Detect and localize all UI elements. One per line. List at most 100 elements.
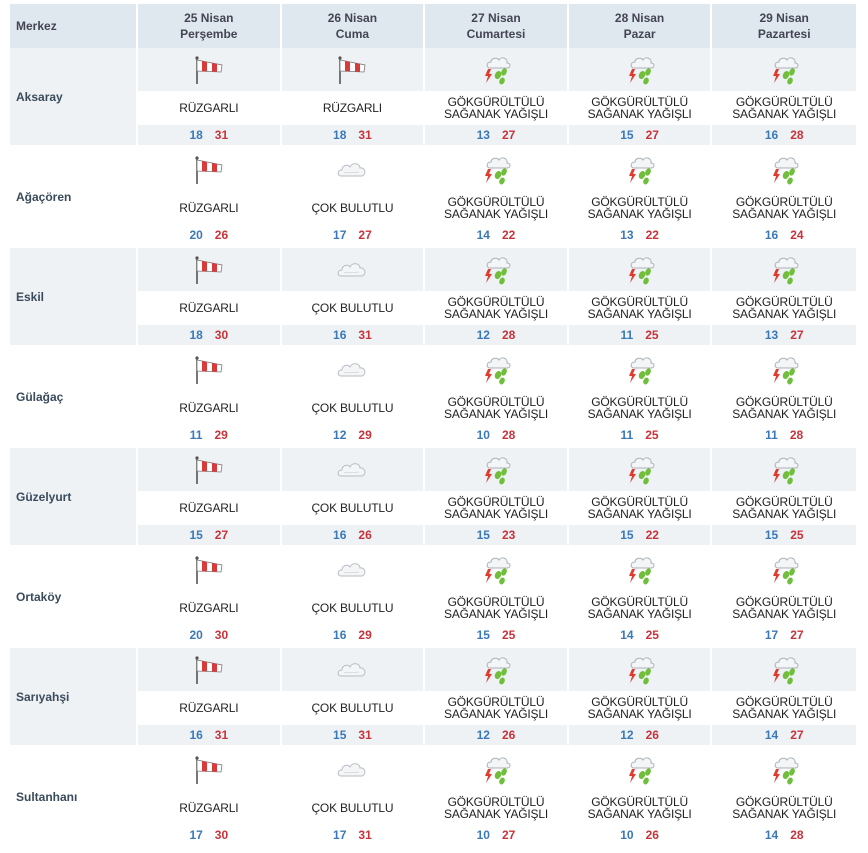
cloud-icon	[338, 462, 366, 476]
condition-line1: GÖKGÜRÜLTÜLÜ	[447, 695, 545, 709]
temp-low: 16	[333, 628, 347, 642]
condition-line1: GÖKGÜRÜLTÜLÜ	[447, 395, 545, 409]
condition-label: RÜZGARLI	[138, 191, 282, 225]
condition-line2: SAĞANAK YAĞIŞLI	[444, 407, 548, 421]
weather-icon-cell	[568, 548, 713, 591]
condition-label: ÇOK BULUTLU	[281, 791, 426, 825]
condition-line2: SAĞANAK YAĞIŞLI	[444, 107, 548, 121]
temp-low: 15	[476, 528, 490, 542]
temperature-cell: 14 25	[568, 625, 713, 645]
condition-line2: SAĞANAK YAĞIŞLI	[587, 507, 692, 521]
thunderstorm-icon	[628, 756, 655, 784]
thunderstorm-icon	[484, 556, 511, 584]
temp-high: 31	[358, 828, 372, 842]
city-name: Sultanhanı	[10, 748, 138, 845]
temp-low: 12	[333, 428, 347, 442]
condition-line2: SAĞANAK YAĞIŞLI	[732, 407, 837, 421]
weather-icon-cell	[568, 48, 713, 91]
city-temp-row: 17 30 17 31 10 27 10 26 14 28	[10, 825, 856, 845]
weather-icon-cell	[425, 148, 569, 191]
temperature-cell: 13 22	[568, 225, 713, 245]
temp-low: 12	[620, 728, 634, 742]
condition-line1: GÖKGÜRÜLTÜLÜ	[591, 695, 688, 709]
row-gap	[10, 345, 856, 348]
temp-low: 15	[620, 128, 634, 142]
city-desc-row: RÜZGARLI RÜZGARLI GÖKGÜRÜLTÜLÜ SAĞANAK YAĞI…	[10, 91, 856, 125]
row-gap-cell	[10, 245, 856, 248]
condition-label: RÜZGARLI	[281, 91, 426, 125]
condition-line1: GÖKGÜRÜLTÜLÜ	[447, 495, 545, 509]
weather-icon-cell	[712, 548, 856, 591]
temp-high: 26	[645, 828, 659, 842]
condition-label: ÇOK BULUTLU	[281, 391, 426, 425]
temp-low: 13	[764, 328, 779, 342]
condition-line2: SAĞANAK YAĞIŞLI	[587, 607, 692, 621]
condition-line2: SAĞANAK YAĞIŞLI	[732, 107, 837, 121]
city-name: Sarıyahşi	[10, 648, 138, 745]
weather-icon-cell	[138, 648, 282, 691]
temp-low: 12	[476, 728, 490, 742]
windsock-icon	[195, 355, 223, 384]
weather-icon-cell	[138, 148, 282, 191]
condition-label: ÇOK BULUTLU	[281, 491, 426, 525]
temperature-cell: 10 26	[568, 825, 713, 845]
condition-label: GÖKGÜRÜLTÜLÜ SAĞANAK YAĞIŞLI	[712, 191, 856, 225]
weather-icon-cell	[568, 148, 713, 191]
condition-label: GÖKGÜRÜLTÜLÜ SAĞANAK YAĞIŞLI	[712, 91, 856, 125]
temp-low: 20	[189, 228, 203, 242]
condition-label: GÖKGÜRÜLTÜLÜ SAĞANAK YAĞIŞLI	[568, 91, 713, 125]
weather-icon-cell	[281, 748, 426, 791]
thunderstorm-icon	[484, 56, 511, 84]
temp-low: 10	[476, 428, 490, 442]
temp-high: 30	[214, 628, 229, 642]
windsock-icon	[195, 55, 223, 84]
temperature-cell: 16 24	[712, 225, 856, 245]
condition-line1: GÖKGÜRÜLTÜLÜ	[591, 595, 688, 609]
row-gap-cell	[10, 145, 856, 148]
temp-high: 28	[501, 328, 516, 342]
weather-icon-cell	[712, 248, 856, 291]
temp-high: 28	[790, 128, 804, 142]
thunderstorm-icon	[773, 156, 799, 184]
condition-label: GÖKGÜRÜLTÜLÜ SAĞANAK YAĞIŞLI	[425, 591, 569, 625]
weather-icon-cell	[138, 348, 282, 391]
city-icon-row: Aksaray	[10, 48, 856, 145]
temp-low: 14	[620, 628, 634, 642]
city-name: Güzelyurt	[10, 448, 138, 545]
forecast-body: Aksaray RÜZGARLI RÜZGARLI GÖKGÜRÜLTÜLÜ SAĞAN…	[10, 48, 856, 845]
temp-low: 16	[333, 528, 347, 542]
temp-high: 31	[214, 128, 229, 142]
city-desc-row: RÜZGARLI ÇOK BULUTLU GÖKGÜRÜLTÜLÜ SAĞANAK Y…	[10, 291, 856, 325]
temp-high: 26	[214, 228, 229, 242]
temp-low: 18	[189, 128, 203, 142]
city-name: Eskil	[10, 248, 138, 345]
day-header: 25 Nisan Perşembe	[138, 4, 282, 48]
condition-line2: SAĞANAK YAĞIŞLI	[732, 207, 837, 221]
day-date: 25 Nisan	[184, 11, 234, 25]
row-gap-cell	[10, 345, 856, 348]
condition-line2: SAĞANAK YAĞIŞLI	[587, 407, 692, 421]
temperature-cell: 18 30	[138, 325, 282, 345]
city-icon-row: Ortaköy	[10, 548, 856, 645]
city-desc-row: RÜZGARLI ÇOK BULUTLU GÖKGÜRÜLTÜLÜ SAĞANAK Y…	[10, 491, 856, 525]
temp-high: 27	[790, 728, 804, 742]
temperature-cell: 13 27	[712, 325, 856, 345]
temperature-cell: 11 25	[568, 425, 713, 445]
cloud-icon	[338, 162, 366, 176]
row-gap	[10, 145, 856, 148]
condition-label: GÖKGÜRÜLTÜLÜ SAĞANAK YAĞIŞLI	[568, 391, 713, 425]
thunderstorm-icon	[628, 456, 655, 484]
weather-icon-cell	[425, 248, 569, 291]
temp-low: 16	[333, 328, 347, 342]
weather-icon-cell	[425, 548, 569, 591]
day-date: 28 Nisan	[614, 11, 665, 25]
city-temp-row: 18 31 18 31 13 27 15 27 16 28	[10, 125, 856, 145]
day-name: Cumartesi	[466, 27, 526, 41]
weather-icon-cell	[568, 748, 713, 791]
condition-label: ÇOK BULUTLU	[281, 191, 426, 225]
condition-line2: SAĞANAK YAĞIŞLI	[732, 307, 837, 321]
temp-high: 26	[358, 528, 372, 542]
condition-label: ÇOK BULUTLU	[281, 591, 426, 625]
thunderstorm-icon	[628, 56, 655, 84]
temp-low: 13	[620, 228, 634, 242]
